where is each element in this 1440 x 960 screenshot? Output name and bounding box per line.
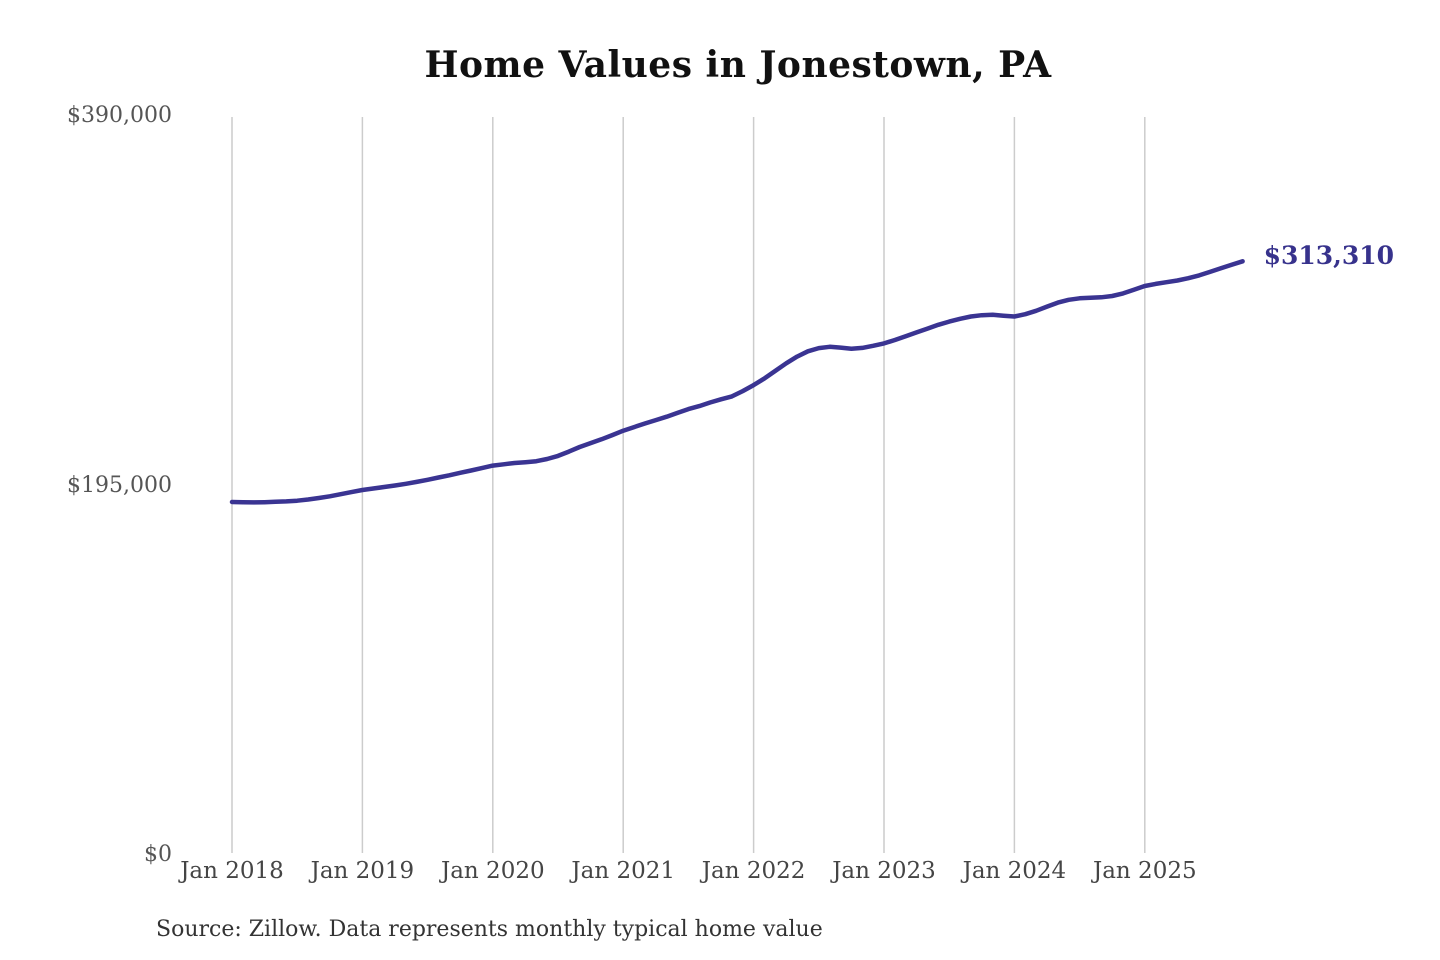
- x-tick-label: Jan 2025: [1093, 858, 1197, 884]
- y-tick-label: $195,000: [67, 472, 172, 498]
- x-tick-label: Jan 2024: [962, 858, 1067, 884]
- vertical-gridlines: [231, 117, 1146, 853]
- chart-title: Home Values in Jonestown, PA: [424, 44, 1052, 86]
- x-tick-label: Jan 2022: [701, 858, 806, 884]
- home-value-line: [229, 259, 1245, 505]
- x-tick-label: Jan 2023: [832, 858, 936, 884]
- latest-value-label: $313,310: [1263, 241, 1395, 271]
- x-tick-label: Jan 2019: [310, 858, 415, 884]
- x-tick-label: Jan 2020: [441, 858, 545, 884]
- source-note: Source: Zillow. Data represents monthly …: [156, 917, 823, 942]
- x-tick-label: Jan 2018: [180, 858, 284, 884]
- y-tick-label: $0: [144, 842, 172, 867]
- x-tick-label: Jan 2021: [571, 858, 675, 884]
- y-tick-label: $390,000: [67, 103, 172, 128]
